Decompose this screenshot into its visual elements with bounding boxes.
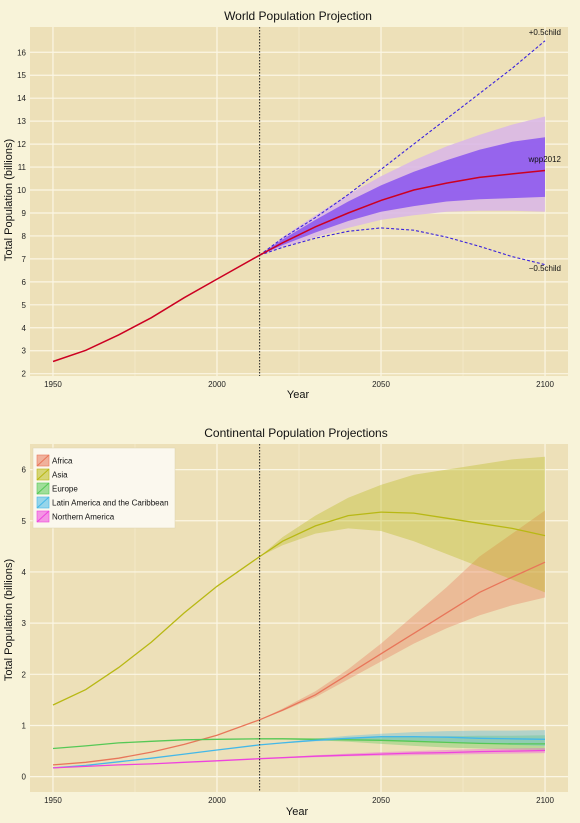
- continental-y-axis-title: Total Population (billions): [3, 559, 15, 681]
- world-series-label-plus: +0.5child: [529, 28, 561, 37]
- line-europe: [52, 738, 545, 750]
- world-y-axis-title: Total Population (billions): [3, 139, 15, 261]
- world-line-wpp2012: [52, 169, 546, 363]
- world-y-tick-label: 5: [22, 301, 27, 310]
- world-series-lines: [52, 40, 546, 363]
- continental-chart-title: Continental Population Projections: [204, 426, 387, 440]
- legend-swatch-line: [36, 468, 50, 481]
- world-line-plus-half-child: [259, 40, 546, 256]
- continental-x-tick-label: 2000: [208, 796, 226, 805]
- world-line-minus-half-child: [259, 227, 546, 266]
- legend-label: Africa: [52, 457, 73, 466]
- world-y-tick-label: 2: [22, 370, 27, 379]
- world-y-tick-label: 9: [22, 209, 27, 218]
- world-grid: [30, 27, 568, 376]
- world-y-tick-label: 16: [17, 48, 26, 57]
- legend-label: Northern America: [52, 513, 115, 522]
- legend: Africa Asia Europe Latin America and the Ca…: [32, 447, 176, 529]
- legend-item-africa: Africa: [36, 454, 73, 467]
- continental-x-tick-label: 2050: [372, 796, 390, 805]
- legend-label: Latin America and the Caribbean: [52, 499, 169, 508]
- continental-projection-bands: [259, 456, 545, 759]
- world-y-tick-label: 6: [22, 278, 27, 287]
- world-y-tick-label: 8: [22, 232, 27, 241]
- world-series-label-minus: −0.5child: [529, 264, 561, 273]
- world-y-tick-label: 14: [17, 94, 26, 103]
- line-northern-america: [52, 749, 546, 769]
- continental-y-tick-label: 6: [22, 466, 27, 475]
- legend-item-europe: Europe: [36, 482, 78, 495]
- legend-box: [32, 447, 176, 529]
- continental-x-tick-label: 1950: [44, 796, 62, 805]
- legend-swatch-line: [36, 454, 50, 467]
- continental-y-tick-label: 0: [22, 773, 27, 782]
- continental-x-axis-title: Year: [286, 806, 309, 818]
- world-y-tick-label: 4: [22, 324, 27, 333]
- line-asia: [52, 511, 546, 706]
- band-africa: [259, 510, 545, 720]
- continental-y-tick-label: 4: [22, 568, 27, 577]
- continental-y-tick-label: 5: [22, 517, 27, 526]
- continental-grid: [30, 444, 568, 792]
- band-asia: [259, 456, 545, 593]
- world-x-tick-label: 2000: [208, 380, 226, 389]
- world-series-label-median: wpp2012: [528, 155, 562, 164]
- world-y-tick-label: 12: [17, 140, 26, 149]
- world-y-tick-label: 15: [17, 71, 26, 80]
- world-x-tick-label: 2050: [372, 380, 390, 389]
- legend-swatch-line: [36, 496, 50, 509]
- world-band-80: [259, 137, 545, 256]
- continental-x-tick-label: 2100: [536, 796, 554, 805]
- continental-y-tick-label: 3: [22, 619, 27, 628]
- world-y-tick-label: 10: [17, 186, 26, 195]
- world-x-tick-label: 2100: [536, 380, 554, 389]
- line-latin-america-and-the-caribbean: [52, 736, 546, 769]
- legend-swatch-line: [36, 482, 50, 495]
- legend-item-northern-america: Northern America: [36, 510, 115, 523]
- continental-axis-ticks: 1950 2000 2050 2100 0 1 2 3 4 5 6: [22, 466, 555, 805]
- world-y-tick-label: 7: [22, 255, 27, 264]
- band-latin-america-and-the-caribbean: [259, 730, 545, 746]
- world-chart: World Population Projection 1950 2000 2050…: [3, 9, 568, 401]
- world-x-axis-title: Year: [287, 389, 310, 401]
- legend-swatch-line: [36, 510, 50, 523]
- world-y-tick-label: 3: [22, 347, 27, 356]
- legend-item-latin-america-and-the-caribbean: Latin America and the Caribbean: [36, 496, 169, 509]
- legend-label: Europe: [52, 485, 78, 494]
- world-chart-title: World Population Projection: [224, 9, 372, 23]
- continental-y-tick-label: 1: [22, 721, 27, 730]
- continental-series-lines: [52, 511, 546, 769]
- world-y-tick-label: 11: [18, 163, 27, 172]
- line-africa: [52, 561, 546, 766]
- world-axis-ticks: 1950 2000 2050 2100 2 3 4 5 6 7 8 9 10 11 12 13 14 15 16: [17, 48, 554, 389]
- world-y-tick-label: 13: [17, 117, 26, 126]
- continental-y-tick-label: 2: [22, 670, 27, 679]
- legend-label: Asia: [52, 471, 68, 480]
- world-x-tick-label: 1950: [44, 380, 62, 389]
- continental-chart: Continental Population Projections 1950 2…: [3, 426, 568, 818]
- legend-item-asia: Asia: [36, 468, 68, 481]
